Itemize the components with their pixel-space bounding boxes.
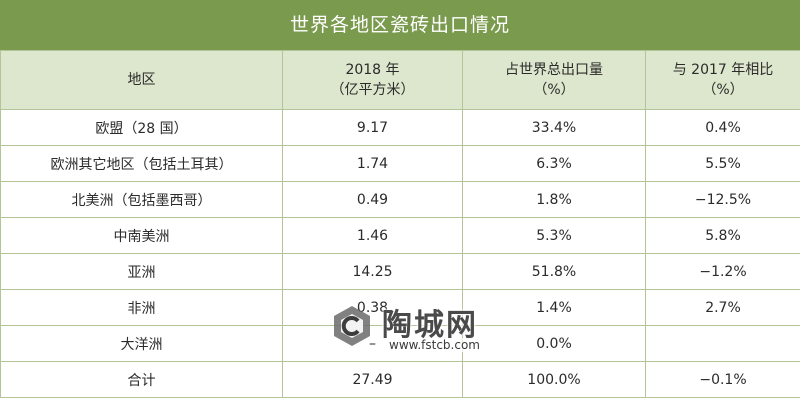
cell-region: 欧洲其它地区（包括土耳其）: [0, 145, 283, 182]
cell-volume: –: [282, 325, 463, 362]
cell-region: 大洋洲: [0, 325, 283, 362]
cell-region: 中南美洲: [0, 217, 283, 254]
cell-share: 5.3%: [462, 217, 646, 254]
cell-volume: 27.49: [282, 361, 463, 398]
cell-share: 33.4%: [462, 109, 646, 146]
table-row: 亚洲 14.25 51.8% −1.2%: [0, 253, 800, 290]
cell-share: 51.8%: [462, 253, 646, 290]
table-row: 大洋洲 – 0.0%: [0, 325, 800, 362]
table-row-total: 合计 27.49 100.0% −0.1%: [0, 361, 800, 398]
cell-region: 北美洲（包括墨西哥）: [0, 181, 283, 218]
header-change: 与 2017 年相比 （%）: [645, 50, 800, 110]
cell-change: [645, 325, 800, 362]
cell-region: 亚洲: [0, 253, 283, 290]
table-title: 世界各地区瓷砖出口情况: [0, 0, 800, 50]
table-row: 北美洲（包括墨西哥） 0.49 1.8% −12.5%: [0, 181, 800, 218]
table-row: 欧洲其它地区（包括土耳其） 1.74 6.3% 5.5%: [0, 145, 800, 182]
cell-region: 非洲: [0, 289, 283, 326]
cell-volume: 0.49: [282, 181, 463, 218]
cell-change: 5.5%: [645, 145, 800, 182]
cell-volume: 1.46: [282, 217, 463, 254]
header-volume: 2018 年（亿平方米）: [282, 50, 463, 110]
export-table: 地区 2018 年（亿平方米） 占世界总出口量 （%） 与 2017 年相比 （%）…: [0, 50, 800, 398]
table-row: 欧盟（28 国） 9.17 33.4% 0.4%: [0, 109, 800, 146]
cell-volume: 14.25: [282, 253, 463, 290]
cell-share: 1.4%: [462, 289, 646, 326]
header-row: 地区 2018 年（亿平方米） 占世界总出口量 （%） 与 2017 年相比 （%）: [0, 50, 800, 110]
header-region: 地区: [0, 50, 283, 110]
table-row: 非洲 0.38 1.4% 2.7%: [0, 289, 800, 326]
cell-change: −12.5%: [645, 181, 800, 218]
cell-region: 合计: [0, 361, 283, 398]
cell-region: 欧盟（28 国）: [0, 109, 283, 146]
cell-volume: 1.74: [282, 145, 463, 182]
cell-change: −1.2%: [645, 253, 800, 290]
cell-change: 0.4%: [645, 109, 800, 146]
cell-share: 1.8%: [462, 181, 646, 218]
cell-change: −0.1%: [645, 361, 800, 398]
cell-share: 100.0%: [462, 361, 646, 398]
cell-change: 2.7%: [645, 289, 800, 326]
cell-volume: 0.38: [282, 289, 463, 326]
cell-change: 5.8%: [645, 217, 800, 254]
cell-volume: 9.17: [282, 109, 463, 146]
table-row: 中南美洲 1.46 5.3% 5.8%: [0, 217, 800, 254]
cell-share: 6.3%: [462, 145, 646, 182]
cell-share: 0.0%: [462, 325, 646, 362]
header-share: 占世界总出口量 （%）: [462, 50, 646, 110]
